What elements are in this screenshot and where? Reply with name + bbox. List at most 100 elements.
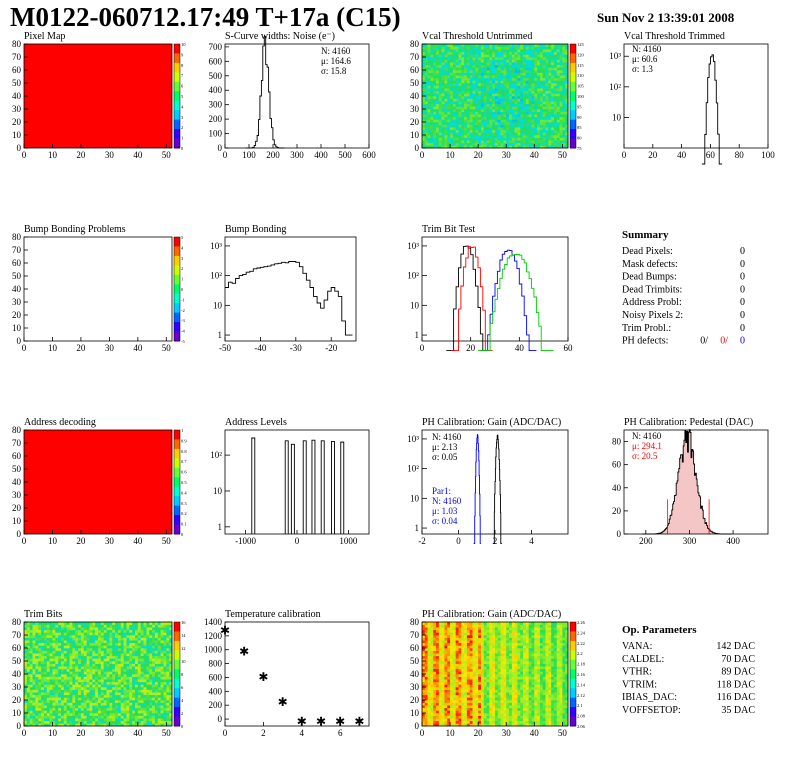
- heatmap-cell: [58, 668, 62, 672]
- heatmap-cell: [514, 88, 518, 92]
- heatmap-cell: [455, 145, 459, 149]
- heatmap-cell: [517, 59, 521, 63]
- heatmap-cell: [55, 707, 59, 711]
- heatmap-cell: [447, 640, 451, 644]
- heatmap-cell: [424, 85, 428, 89]
- heatmap-cell: [444, 114, 448, 118]
- heatmap-cell: [472, 142, 476, 146]
- heatmap-cell: [450, 624, 454, 628]
- heatmap-cell: [32, 723, 36, 727]
- heatmap-cell: [55, 653, 59, 657]
- heatmap-cell: [80, 687, 85, 690]
- heatmap-cell: [464, 75, 468, 79]
- heatmap-cell: [537, 54, 541, 58]
- heatmap-cell: [163, 671, 167, 675]
- heatmap-cell: [46, 668, 50, 672]
- heatmap-cell: [163, 687, 167, 690]
- heatmap-cell: [61, 687, 65, 690]
- heatmap-cell: [103, 689, 107, 693]
- heatmap-cell: [109, 694, 113, 698]
- heatmap-cell: [559, 106, 563, 110]
- heatmap-cell: [152, 658, 156, 662]
- heatmap-cell: [511, 67, 515, 71]
- heatmap-cell: [500, 90, 504, 94]
- heatmap-cell: [539, 145, 544, 149]
- heatmap-cell: [106, 700, 110, 703]
- heatmap-cell: [61, 648, 65, 651]
- heatmap-cell: [123, 658, 127, 662]
- heatmap-cell: [447, 666, 451, 670]
- heatmap-cell: [450, 142, 454, 146]
- heatmap-cell: [106, 622, 110, 625]
- heatmap-cell: [495, 101, 499, 105]
- heatmap-cell: [497, 98, 501, 102]
- heatmap-cell: [80, 684, 85, 688]
- x-tick-label: 40: [133, 536, 143, 546]
- heatmap-cell: [154, 624, 159, 628]
- x-tick-label: 40: [133, 343, 143, 353]
- heatmap-cell: [478, 119, 482, 123]
- heatmap-cell: [441, 62, 445, 66]
- heatmap-cell: [464, 70, 468, 73]
- heatmap-cell: [436, 62, 440, 66]
- heatmap-cell: [52, 637, 56, 641]
- heatmap-cell: [157, 622, 161, 625]
- heatmap-cell: [92, 679, 96, 683]
- heatmap-cell: [123, 650, 127, 654]
- heatmap-cell: [483, 98, 487, 102]
- heatmap-cell: [166, 645, 170, 649]
- heatmap-cell: [63, 642, 67, 646]
- heatmap-cell: [66, 692, 70, 696]
- heatmap-cell: [135, 642, 139, 646]
- heatmap-cell: [469, 101, 473, 105]
- palette-cell: [570, 133, 576, 140]
- palette-cell: [570, 86, 576, 92]
- heatmap-cell: [78, 702, 82, 706]
- heatmap-cell: [450, 93, 454, 97]
- heatmap-cell: [464, 90, 468, 94]
- heatmap-cell: [46, 692, 50, 696]
- heatmap-cell: [480, 109, 485, 112]
- heatmap-cell: [137, 720, 141, 724]
- heatmap-cell: [472, 59, 476, 63]
- heatmap-cell: [154, 627, 159, 631]
- heatmap-cell: [427, 684, 431, 688]
- heatmap-cell: [160, 718, 164, 722]
- heatmap-cell: [422, 692, 426, 696]
- heatmap-cell: [35, 640, 39, 644]
- heatmap-cell: [35, 697, 39, 701]
- heatmap-cell: [149, 622, 153, 625]
- heatmap-cell: [424, 72, 428, 76]
- heatmap-cell: [115, 681, 119, 685]
- heatmap-cell: [106, 666, 110, 670]
- heatmap-cell: [455, 64, 459, 68]
- heatmap-cell: [545, 132, 549, 136]
- heatmap-cell: [506, 122, 510, 125]
- heatmap-cell: [58, 710, 62, 714]
- heatmap-cell: [444, 684, 448, 688]
- heatmap-cell: [117, 700, 122, 703]
- heatmap-cell: [464, 103, 468, 107]
- heatmap-cell: [492, 101, 496, 105]
- heatmap-cell: [441, 96, 445, 99]
- palette-cell: [174, 650, 180, 656]
- heatmap-cell: [52, 715, 56, 719]
- heatmap-cell: [500, 132, 504, 136]
- heatmap-cell: [542, 109, 546, 112]
- heatmap-cell: [455, 46, 459, 50]
- heatmap-cell: [475, 46, 479, 50]
- heatmap-cell: [49, 661, 53, 664]
- heatmap-cell: [433, 96, 437, 99]
- heatmap-cell: [89, 627, 93, 631]
- heatmap-cell: [58, 676, 62, 680]
- heatmap-cell: [436, 640, 440, 644]
- heatmap-cell: [49, 645, 53, 649]
- heatmap-cell: [120, 655, 124, 659]
- heatmap-cell: [500, 67, 504, 71]
- heatmap-cell: [163, 710, 167, 714]
- palette-tick-label: 5: [181, 235, 184, 240]
- heatmap-cell: [517, 51, 521, 55]
- heatmap-cell: [69, 681, 73, 685]
- heatmap-cell: [517, 101, 521, 105]
- x-tick-label: 10: [446, 150, 456, 160]
